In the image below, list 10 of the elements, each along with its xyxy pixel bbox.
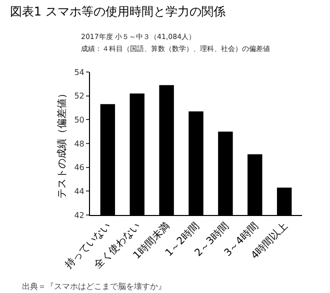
chart-title: 図表1 スマホ等の使用時間と学力の関係	[10, 4, 226, 19]
source-note: 出典＝『スマホはどこまで脳を壊すか』	[22, 282, 166, 291]
y-tick-label: 50	[74, 115, 84, 124]
y-tick-label: 48	[74, 139, 84, 148]
y-tick-label: 54	[74, 68, 84, 77]
y-tick-label: 44	[74, 186, 84, 196]
y-tick-label: 46	[74, 163, 84, 172]
y-tick-label: 52	[74, 92, 84, 101]
y-tick-label: 42	[74, 210, 84, 220]
y-axis-title: テストの成績（偏差値）	[56, 88, 68, 198]
